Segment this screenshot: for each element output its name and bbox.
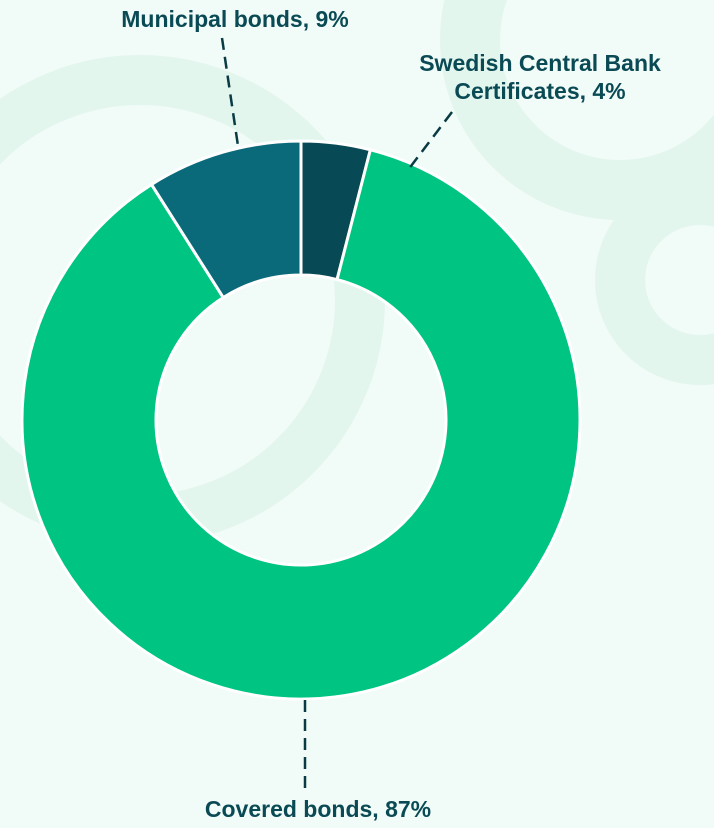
label-covered-bonds: Covered bonds, 87%: [204, 796, 432, 822]
label-certificates-line-1: Swedish Central Bank: [419, 50, 661, 76]
slice-covered-bonds: [20, 147, 582, 701]
donut-slices: [20, 139, 582, 701]
label-certificates-line-2: Certificates, 4%: [454, 77, 626, 104]
label-swedish-central-bank-certificates: Swedish Central Bank Certificates, 4%: [419, 50, 661, 105]
label-municipal-bonds: Municipal bonds, 9%: [121, 6, 349, 32]
leader-line-certificates: [407, 111, 453, 171]
slice-municipal-bonds: [149, 139, 303, 300]
